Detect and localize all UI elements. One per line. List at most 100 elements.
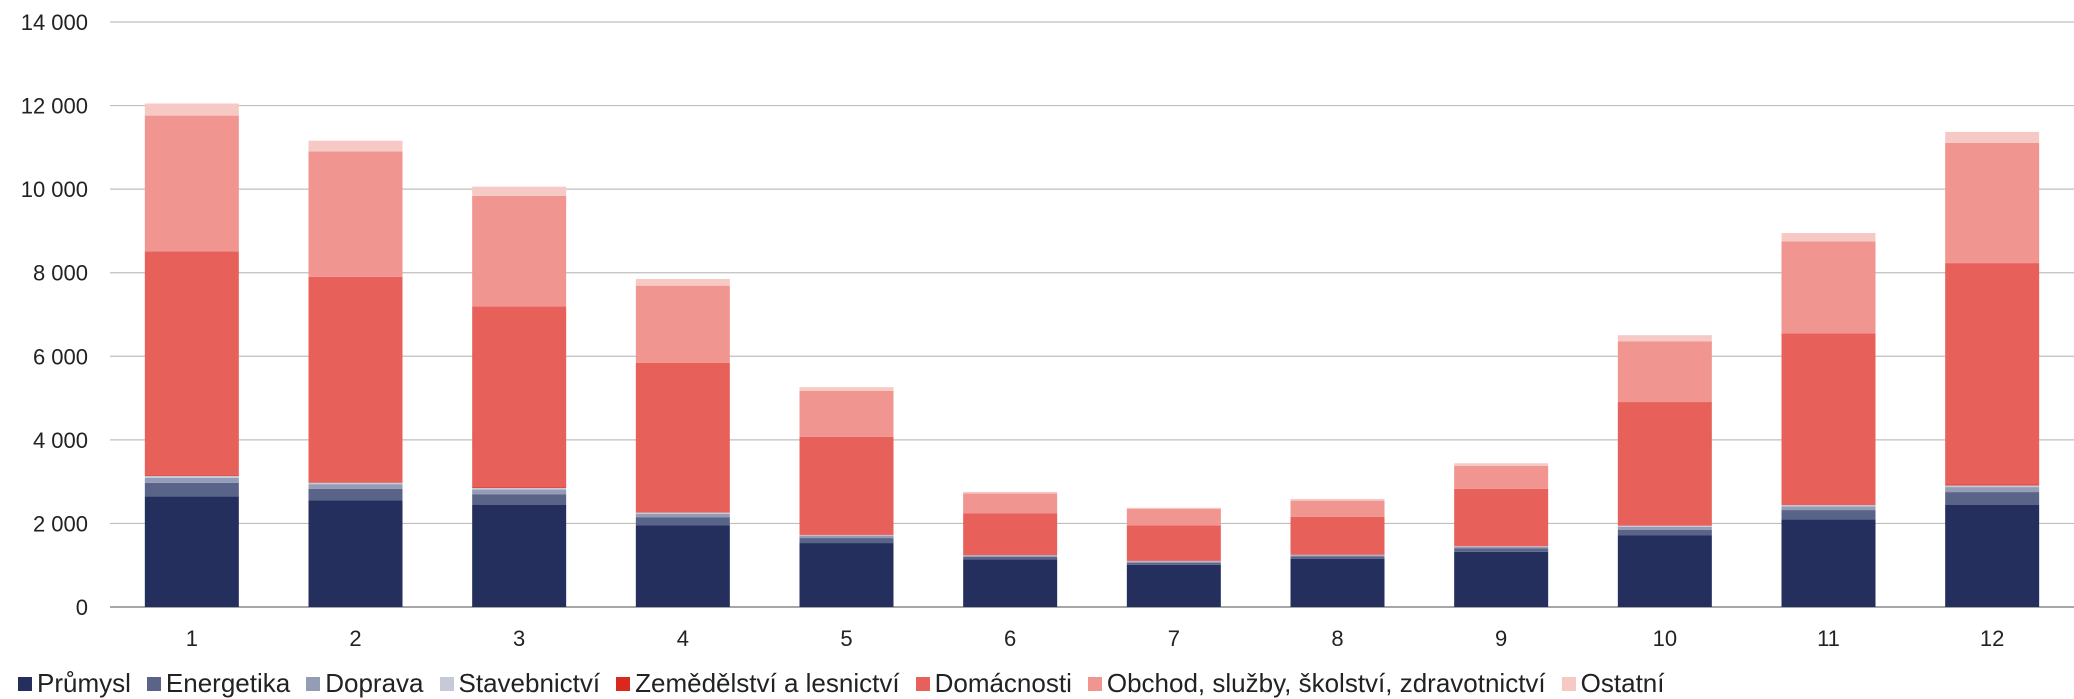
bar-segment bbox=[1291, 501, 1385, 517]
x-tick-label: 8 bbox=[1331, 626, 1343, 651]
x-tick-label: 5 bbox=[840, 626, 852, 651]
legend-label: Obchod, služby, školství, zdravotnictví bbox=[1107, 668, 1546, 699]
x-tick-label: 10 bbox=[1653, 626, 1677, 651]
bar-segment bbox=[472, 196, 566, 307]
bar-segment bbox=[963, 556, 1057, 557]
bar-segment bbox=[1782, 241, 1876, 333]
bar-segment bbox=[1782, 519, 1876, 607]
bar-segment bbox=[309, 277, 403, 482]
bar-segment bbox=[309, 489, 403, 501]
bar-segment bbox=[309, 484, 403, 489]
bar-segment bbox=[800, 543, 894, 607]
bar-segment bbox=[1945, 492, 2039, 505]
y-tick-label: 2 000 bbox=[33, 511, 88, 536]
bar-segment bbox=[145, 496, 239, 607]
bar-segment bbox=[1127, 565, 1221, 607]
bar-segment bbox=[1454, 547, 1548, 549]
legend-item: Obchod, služby, školství, zdravotnictví bbox=[1088, 668, 1546, 699]
bar-segment bbox=[800, 391, 894, 437]
bar-segment bbox=[1291, 556, 1385, 559]
bar-segment bbox=[1454, 552, 1548, 607]
bar-segment bbox=[1782, 505, 1876, 506]
bar-segment bbox=[1127, 508, 1221, 509]
bar-segment bbox=[309, 141, 403, 152]
bar-segment bbox=[1454, 463, 1548, 466]
bar-segment bbox=[1945, 143, 2039, 263]
legend-swatch bbox=[1088, 677, 1102, 691]
bar-segment bbox=[1782, 333, 1876, 504]
legend-label: Ostatní bbox=[1581, 668, 1665, 699]
x-tick-label: 9 bbox=[1495, 626, 1507, 651]
bar-segment bbox=[1618, 526, 1712, 527]
bar-segment bbox=[1945, 505, 2039, 607]
y-tick-label: 4 000 bbox=[33, 428, 88, 453]
legend-item: Energetika bbox=[147, 668, 290, 699]
bar-segment bbox=[1618, 335, 1712, 341]
bar-segment bbox=[1454, 489, 1548, 546]
x-tick-label: 6 bbox=[1004, 626, 1016, 651]
bar-segment bbox=[800, 536, 894, 538]
bar-segment bbox=[800, 535, 894, 536]
bar-segment bbox=[800, 387, 894, 391]
bar-segment bbox=[800, 538, 894, 543]
bar-segment bbox=[1127, 561, 1221, 562]
legend-label: Zemědělství a lesnictví bbox=[635, 668, 899, 699]
legend-swatch bbox=[18, 677, 32, 691]
bar-segment bbox=[636, 286, 730, 363]
legend-swatch bbox=[916, 677, 930, 691]
bar-segment bbox=[1291, 555, 1385, 556]
bar-segment bbox=[636, 513, 730, 514]
bar-segment bbox=[472, 488, 566, 490]
x-tick-label: 1 bbox=[186, 626, 198, 651]
bar-segment bbox=[636, 517, 730, 525]
bar-segment bbox=[1127, 525, 1221, 561]
x-tick-label: 2 bbox=[349, 626, 361, 651]
bar-segment bbox=[1945, 263, 2039, 484]
bar-segment bbox=[800, 437, 894, 535]
legend-label: Energetika bbox=[166, 668, 290, 699]
bar-segment bbox=[145, 251, 239, 475]
legend-label: Domácnosti bbox=[935, 668, 1072, 699]
y-tick-label: 8 000 bbox=[33, 261, 88, 286]
legend-swatch bbox=[147, 677, 161, 691]
y-tick-label: 12 000 bbox=[21, 94, 88, 119]
bar-segment bbox=[1945, 132, 2039, 143]
bar-segment bbox=[145, 478, 239, 483]
bar-segment bbox=[472, 494, 566, 504]
bar-segment bbox=[145, 116, 239, 252]
bar-segment bbox=[145, 475, 239, 476]
bar-segment bbox=[1618, 341, 1712, 402]
legend-item: Ostatní bbox=[1562, 668, 1665, 699]
bar-segment bbox=[1454, 549, 1548, 552]
legend-item: Zemědělství a lesnictví bbox=[616, 668, 899, 699]
bar-segment bbox=[472, 307, 566, 488]
bar-segment bbox=[309, 500, 403, 607]
bar-segment bbox=[1454, 466, 1548, 489]
bar-segment bbox=[963, 513, 1057, 555]
legend-swatch bbox=[440, 677, 454, 691]
x-tick-label: 3 bbox=[513, 626, 525, 651]
bar-segment bbox=[636, 514, 730, 517]
x-tick-label: 11 bbox=[1817, 626, 1840, 651]
bar-segment bbox=[1782, 510, 1876, 519]
legend-item: Průmysl bbox=[18, 668, 131, 699]
bar-segment bbox=[1454, 546, 1548, 547]
bar-segment bbox=[472, 487, 566, 488]
legend-item: Domácnosti bbox=[916, 668, 1072, 699]
legend-label: Průmysl bbox=[37, 668, 131, 699]
bar-segment bbox=[145, 483, 239, 496]
legend-swatch bbox=[616, 677, 630, 691]
bar-segment bbox=[1618, 402, 1712, 525]
legend-item: Doprava bbox=[306, 668, 423, 699]
bar-segment bbox=[309, 152, 403, 277]
legend-swatch bbox=[1562, 677, 1576, 691]
legend-label: Stavebnictví bbox=[459, 668, 601, 699]
bar-segment bbox=[1618, 527, 1712, 530]
bar-segment bbox=[636, 279, 730, 286]
y-tick-label: 10 000 bbox=[21, 177, 88, 202]
bar-segment bbox=[1291, 517, 1385, 555]
bar-segment bbox=[1618, 530, 1712, 535]
bar-segment bbox=[1945, 485, 2039, 486]
bar-segment bbox=[1618, 535, 1712, 607]
